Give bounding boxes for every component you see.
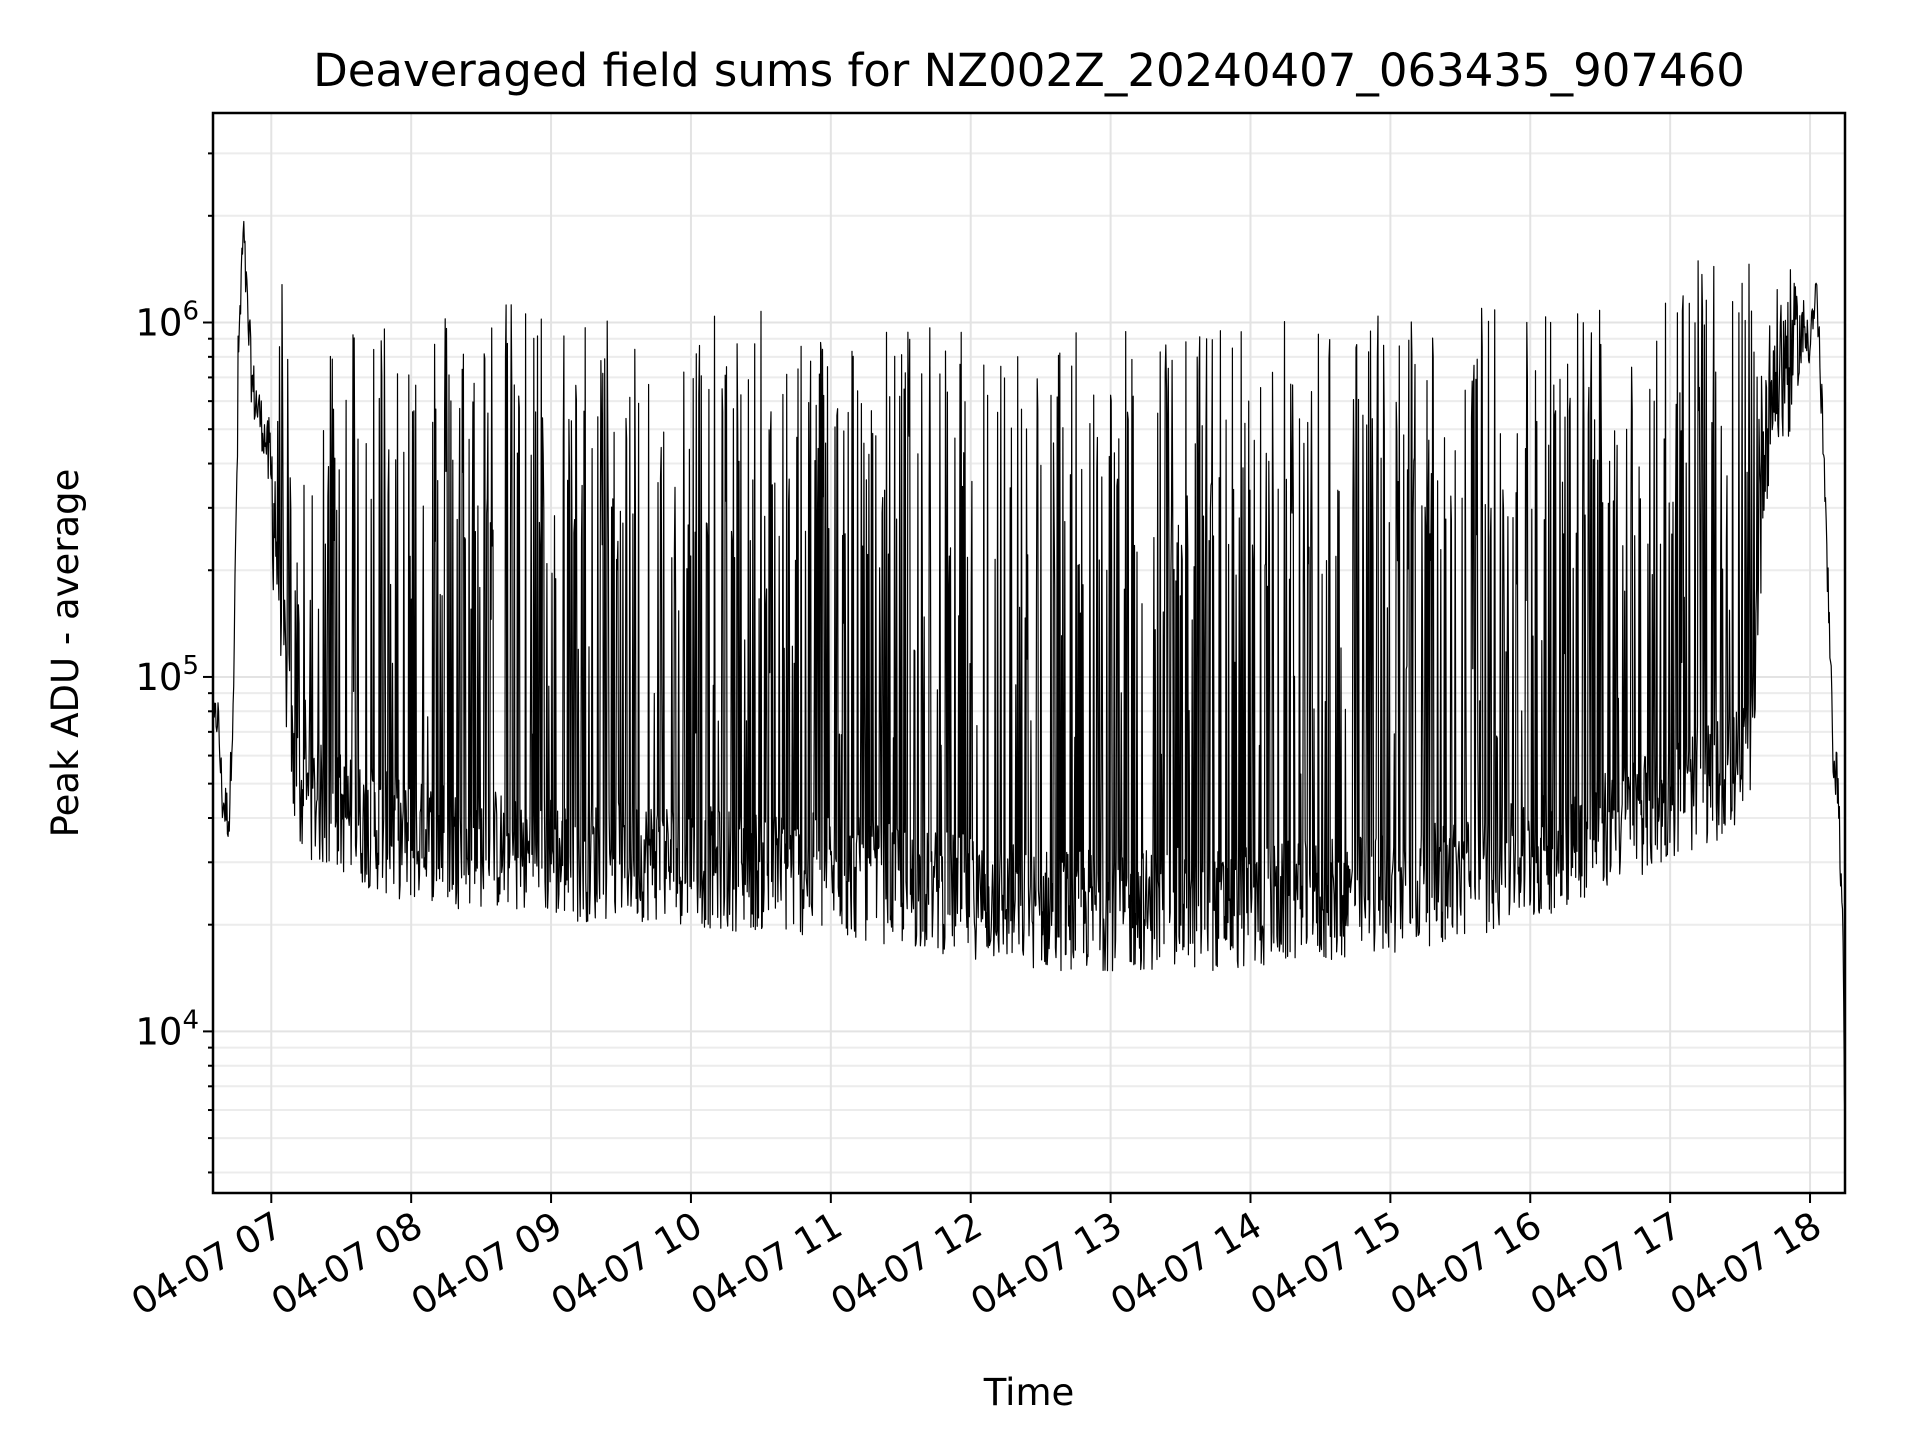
y-tick-label: 106 bbox=[135, 297, 199, 345]
x-tick-label: 04-07 16 bbox=[1383, 1204, 1549, 1324]
x-tick-label: 04-07 09 bbox=[404, 1204, 570, 1324]
y-axis: 104 105 106 bbox=[135, 152, 213, 1174]
x-tick-label: 04-07 13 bbox=[964, 1204, 1130, 1324]
x-tick-label: 04-07 12 bbox=[824, 1204, 990, 1324]
x-tick-label: 04-07 18 bbox=[1663, 1204, 1829, 1324]
x-tick-label: 04-07 11 bbox=[684, 1204, 850, 1324]
x-tick-label: 04-07 15 bbox=[1243, 1204, 1409, 1324]
series-layer bbox=[212, 220, 1846, 1128]
x-tick-label: 04-07 14 bbox=[1103, 1204, 1269, 1324]
x-tick-label: 04-07 08 bbox=[264, 1204, 430, 1324]
x-axis-label: Time bbox=[983, 1371, 1075, 1414]
y-tick-label: 104 bbox=[135, 1005, 199, 1053]
y-axis-label: Peak ADU - average bbox=[44, 469, 87, 838]
x-tick-label: 04-07 10 bbox=[544, 1204, 710, 1324]
series-line bbox=[212, 220, 1846, 1128]
plot-frame bbox=[211, 111, 1847, 1195]
chart-title: Deaveraged field sums for NZ002Z_2024040… bbox=[313, 44, 1745, 97]
y-tick-label: 105 bbox=[135, 651, 199, 699]
x-tick-label: 04-07 07 bbox=[124, 1204, 290, 1324]
x-tick-label: 04-07 17 bbox=[1523, 1204, 1689, 1324]
